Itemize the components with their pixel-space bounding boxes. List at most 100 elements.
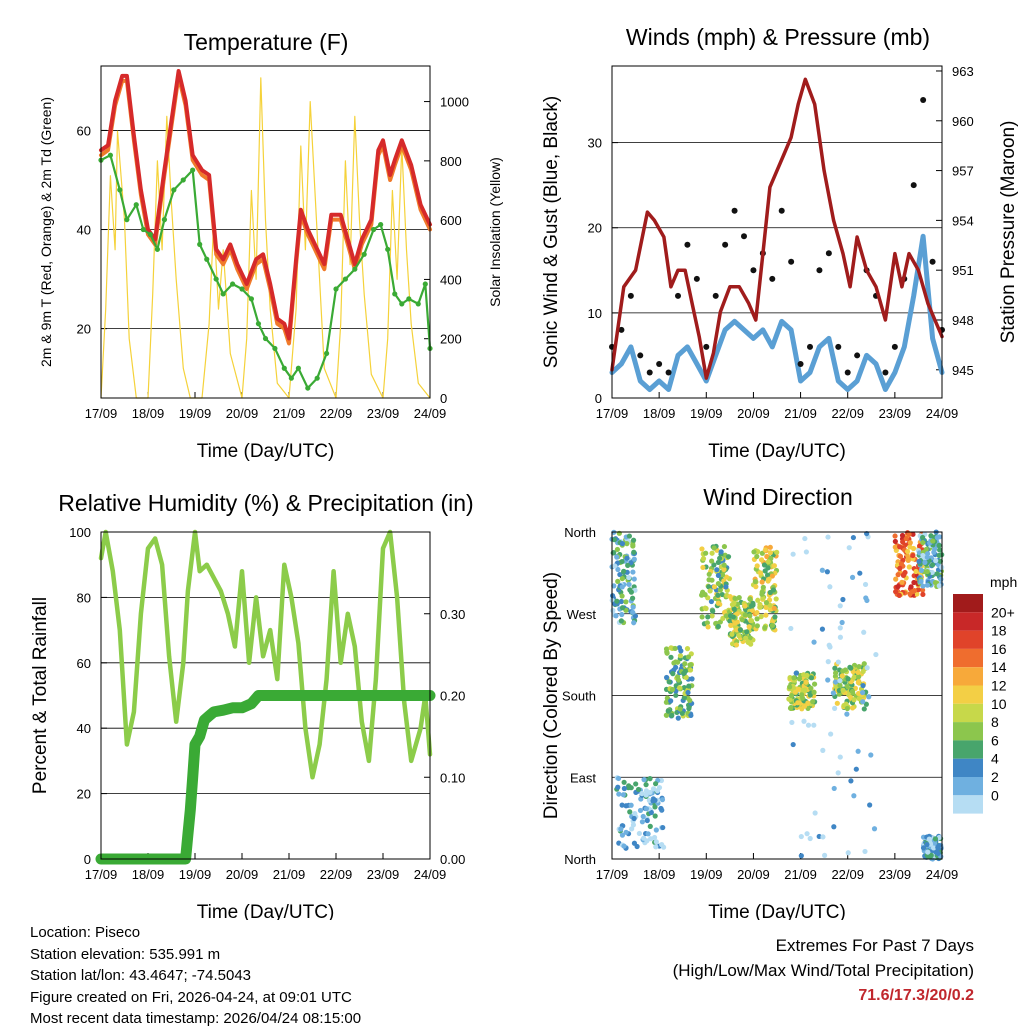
wind-direction-point: [635, 786, 642, 793]
wind-direction-point: [763, 612, 769, 618]
wind-direction-point: [705, 614, 711, 620]
gust-point: [693, 275, 700, 282]
extremes-box: Extremes For Past 7 Days (High/Low/Max W…: [673, 933, 974, 1008]
plot-border: [611, 531, 943, 860]
wind-direction-point: [611, 537, 618, 543]
wind-direction-point: [747, 596, 753, 602]
wind-direction-point: [789, 719, 795, 726]
wind-direction-point: [631, 620, 637, 626]
wind-direction-point: [801, 718, 807, 724]
wind-direction-point: [610, 593, 616, 599]
y-axis-label: Sonic Wind & Gust (Blue, Black): [541, 96, 562, 368]
x-tick-label: 22/09: [320, 406, 353, 421]
x-tick-label: 20/09: [226, 867, 259, 882]
wind-direction-point: [849, 574, 856, 580]
wind-direction-point: [725, 554, 732, 560]
wind-direction-point: [643, 782, 649, 788]
x-axis-label: Time (Day/UTC): [197, 441, 335, 462]
wind-direction-point: [670, 671, 676, 677]
legend-label: 14: [991, 659, 1007, 675]
created-text: Figure created on Fri, 2026-04-24, at 09…: [30, 988, 352, 1006]
gust-point: [656, 360, 663, 367]
wind-direction-point: [851, 697, 857, 703]
y-tick-label: 0: [84, 852, 91, 867]
legend-swatch: [953, 685, 983, 704]
wind-direction-point: [861, 629, 867, 635]
wind-direction-point: [837, 603, 843, 609]
wind-direction-point: [837, 634, 844, 640]
wind-direction-point: [730, 614, 736, 620]
dewpoint-line: [99, 154, 432, 390]
wind-direction-point: [936, 834, 942, 841]
wind-direction-point: [707, 588, 713, 594]
x-tick-label: 21/09: [273, 867, 306, 882]
extremes-subtitle: (High/Low/Max Wind/Total Precipitation): [672, 961, 974, 980]
wind-direction-point: [766, 576, 772, 582]
wind-direction-point: [910, 531, 916, 537]
wind-direction-point: [715, 600, 721, 606]
wind-direction-point: [621, 785, 627, 792]
wind-direction-point: [615, 578, 621, 584]
y2-tick-label: 960: [952, 114, 974, 129]
legend-label: 16: [991, 641, 1007, 657]
speed-legend: mph 20+ 18 16 14 12 10 8 6 4 2 0: [953, 574, 1017, 814]
x-tick-label: 18/09: [132, 867, 165, 882]
wind-direction-point: [835, 659, 841, 665]
wind-direction-point: [748, 603, 755, 609]
chart-title: Temperature (F): [184, 29, 349, 55]
wind-direction-point: [851, 793, 857, 799]
wind-direction-point: [762, 568, 768, 574]
wind-direction-point: [630, 604, 636, 610]
sonic-wind-line: [609, 233, 945, 392]
wind-direction-point: [846, 545, 852, 551]
x-tick-label: 20/09: [737, 406, 770, 421]
gust-point: [665, 369, 672, 376]
wind-direction-point: [834, 700, 840, 706]
wind-direction-point: [687, 667, 694, 673]
wind-direction-point: [856, 674, 862, 680]
wind-direction-point: [689, 676, 695, 682]
x-tick-label: 21/09: [784, 406, 817, 421]
wind-direction-point: [820, 747, 826, 753]
wind-direction-point: [927, 853, 933, 860]
wind-direction-point: [636, 830, 642, 837]
wind-direction-point: [650, 798, 656, 804]
y-tick-label: 60: [77, 656, 91, 671]
wind-direction-point: [631, 549, 637, 555]
legend-label: 4: [991, 751, 999, 767]
wind-direction-point: [930, 538, 936, 544]
wind-direction-point: [626, 581, 632, 588]
y-tick-label: 40: [77, 223, 91, 238]
wind-direction-point: [732, 620, 738, 626]
x-tick-label: 19/09: [179, 867, 212, 882]
wind-direction-point: [668, 654, 674, 660]
legend-label: 18: [991, 623, 1007, 639]
wind-direction-point: [837, 625, 843, 631]
wind-direction-point: [711, 562, 717, 568]
wind-direction-point: [746, 624, 752, 630]
wind-direction-point: [619, 593, 625, 599]
y-tick-label: East: [570, 770, 596, 785]
gust-point: [910, 182, 917, 189]
wind-direction-point: [663, 646, 670, 652]
wind-direction-point: [819, 626, 826, 632]
wind-direction-point: [855, 679, 861, 686]
wind-direction-point: [837, 754, 843, 760]
wind-direction-point: [717, 555, 723, 561]
wind-direction-point: [675, 715, 681, 721]
elevation-text: Station elevation: 535.991 m: [30, 945, 221, 963]
wind-direction-point: [683, 674, 689, 680]
wind-direction-point: [844, 705, 850, 712]
y-tick-label: 30: [588, 136, 602, 151]
legend-label: 12: [991, 678, 1007, 694]
wind-direction-point: [812, 810, 818, 816]
wind-direction-point: [640, 813, 646, 820]
wind-direction-point: [845, 850, 851, 856]
wind-direction-point: [618, 618, 624, 624]
wind-direction-point: [715, 559, 721, 566]
gust-point: [722, 241, 729, 248]
wind-direction-point: [844, 711, 850, 717]
wind-direction-point: [827, 584, 833, 590]
wind-direction-point: [758, 557, 765, 563]
x-axis-label: Time (Day/UTC): [708, 441, 846, 462]
